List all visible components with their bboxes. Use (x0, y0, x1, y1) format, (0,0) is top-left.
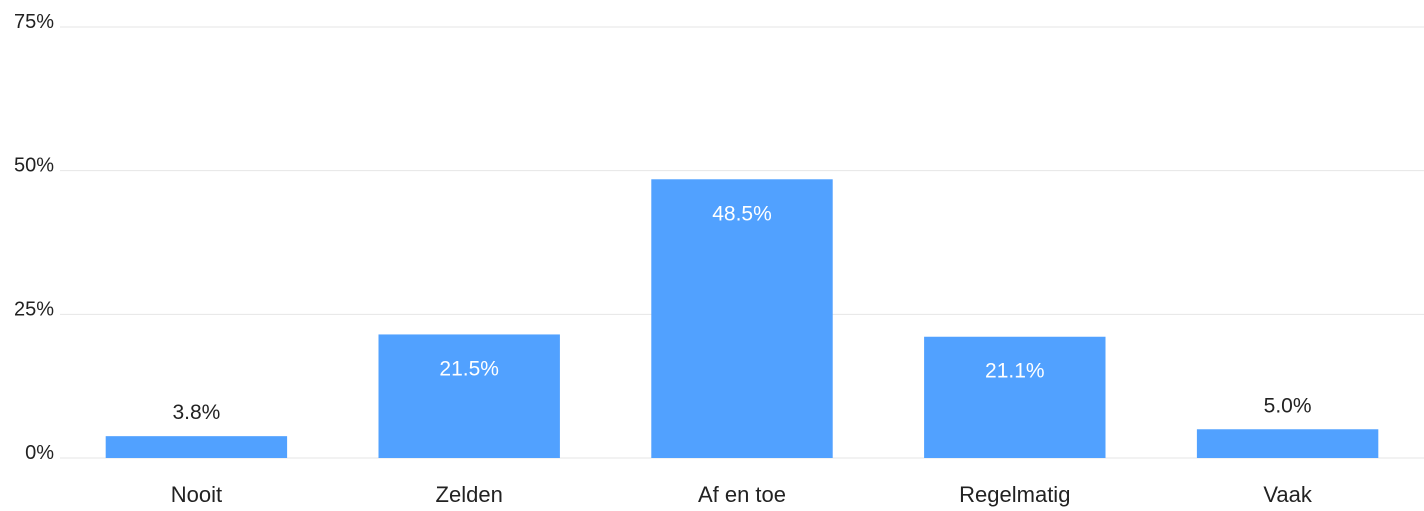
y-tick-label: 0% (25, 442, 54, 464)
bar (105, 436, 288, 458)
x-category-label: Vaak (1263, 482, 1313, 507)
bars (105, 179, 1379, 458)
bar (1196, 429, 1379, 458)
y-tick-label: 25% (14, 298, 54, 320)
x-category-label: Nooit (171, 482, 222, 507)
x-category-label: Af en toe (698, 482, 786, 507)
x-axis-category-labels: Nooit Zelden Af en toe Regelmatig Vaak (171, 482, 1313, 507)
data-label: 21.5% (439, 357, 499, 380)
y-tick-label: 75% (14, 11, 54, 33)
data-label: 3.8% (172, 401, 220, 424)
y-axis-tick-labels: 0% 25% 50% 75% (14, 11, 54, 464)
data-label: 21.1% (985, 360, 1045, 383)
bar (378, 334, 560, 458)
x-category-label: Zelden (436, 482, 503, 507)
y-tick-label: 50% (14, 155, 54, 177)
data-labels: 3.8% 21.5% 48.5% 21.1% 5.0% (172, 202, 1311, 424)
bar (924, 336, 1106, 458)
bar (651, 179, 833, 458)
data-label: 48.5% (712, 202, 772, 225)
data-label: 5.0% (1264, 394, 1312, 417)
x-category-label: Regelmatig (959, 482, 1070, 507)
